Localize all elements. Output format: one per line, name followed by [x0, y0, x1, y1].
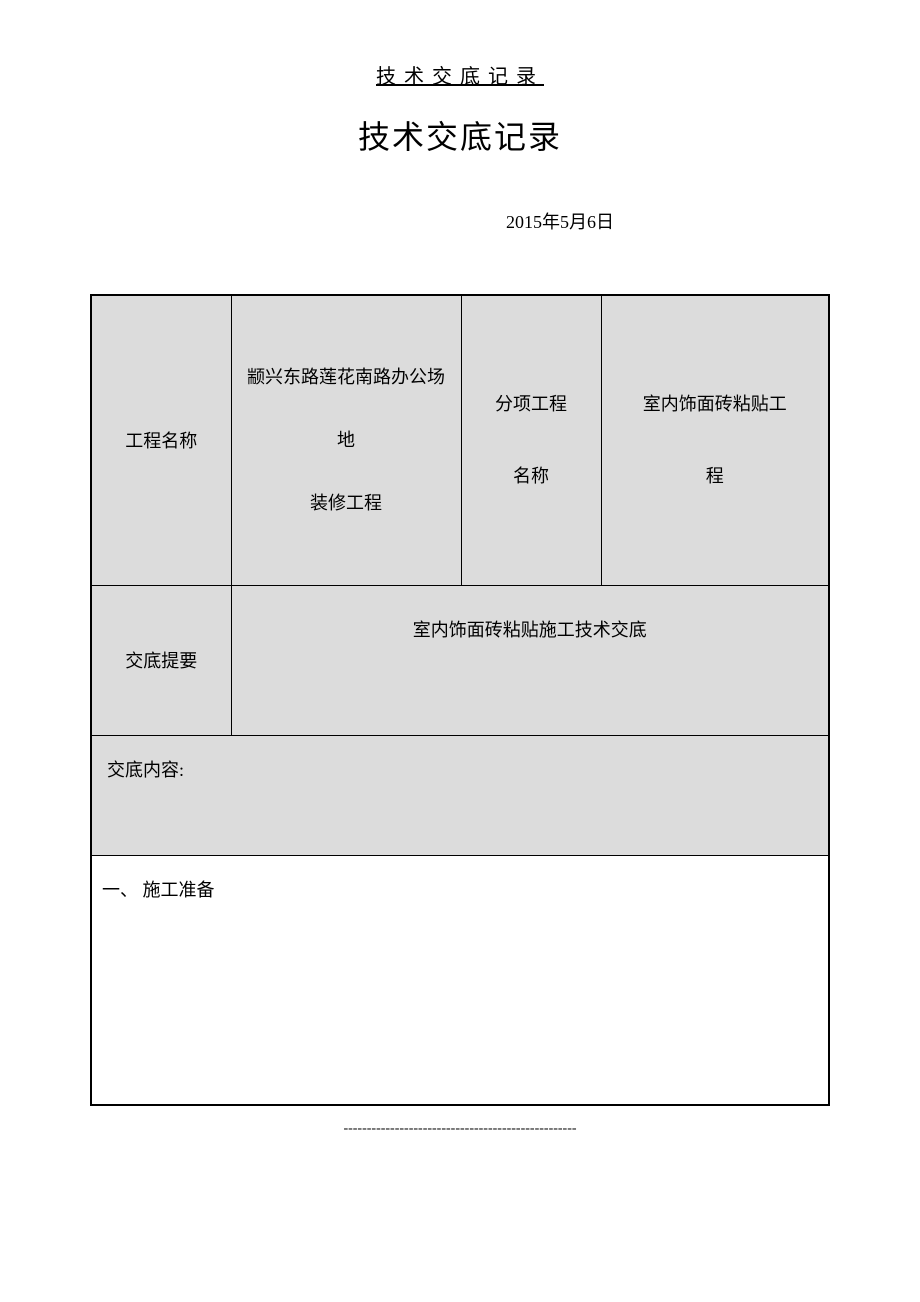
- table-row-content-header: 交底内容:: [91, 735, 829, 855]
- main-title: 技术交底记录: [90, 112, 830, 158]
- subproject-label-line1: 分项工程: [472, 368, 591, 440]
- subproject-value-line1: 室内饰面砖粘贴工: [612, 368, 819, 440]
- page-container: 技术交底记录 技术交底记录 2015年5月6日 工程名称 颛兴东路莲花南路办公场…: [0, 0, 920, 1177]
- cell-summary-value: 室内饰面砖粘贴施工技术交底: [231, 585, 829, 735]
- header-small-title: 技术交底记录: [90, 60, 830, 92]
- cell-project-name-label: 工程名称: [91, 295, 231, 585]
- cell-summary-label: 交底提要: [91, 585, 231, 735]
- cell-subproject-label: 分项工程 名称: [461, 295, 601, 585]
- main-table: 工程名称 颛兴东路莲花南路办公场 地 装修工程 分项工程 名称 室内饰面砖粘贴工…: [90, 294, 830, 1106]
- table-row-content-body: 一、 施工准备: [91, 855, 829, 1105]
- project-name-line2: 地: [242, 409, 451, 472]
- cell-subproject-value: 室内饰面砖粘贴工 程: [601, 295, 829, 585]
- project-name-line1: 颛兴东路莲花南路办公场: [242, 346, 451, 409]
- table-row-project-info: 工程名称 颛兴东路莲花南路办公场 地 装修工程 分项工程 名称 室内饰面砖粘贴工…: [91, 295, 829, 585]
- cell-content-body: 一、 施工准备: [91, 855, 829, 1105]
- footer-dashes: ----------------------------------------…: [90, 1121, 830, 1137]
- table-row-summary: 交底提要 室内饰面砖粘贴施工技术交底: [91, 585, 829, 735]
- date-text: 2015年5月6日: [90, 208, 830, 234]
- cell-content-header: 交底内容:: [91, 735, 829, 855]
- cell-project-name-value: 颛兴东路莲花南路办公场 地 装修工程: [231, 295, 461, 585]
- subproject-label-line2: 名称: [472, 440, 591, 512]
- project-name-line3: 装修工程: [242, 472, 451, 535]
- subproject-value-line2: 程: [612, 440, 819, 512]
